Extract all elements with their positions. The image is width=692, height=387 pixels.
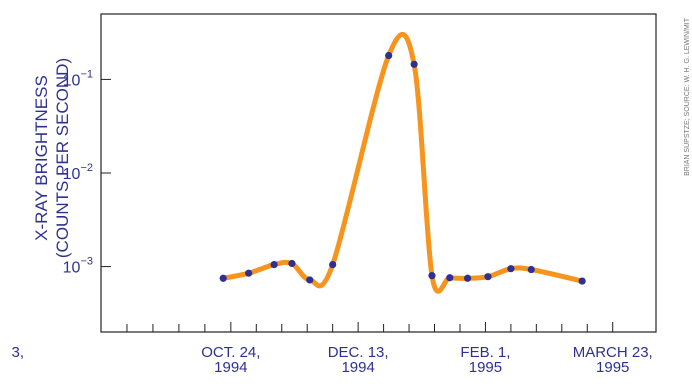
y-tick-label: 10−3 [63, 256, 93, 277]
x-tick-label: DEC. 13, 1994 [328, 344, 389, 376]
y-tick-label: 10−2 [63, 162, 93, 183]
x-tick-label: MARCH 23, 1995 [573, 344, 653, 376]
data-point [410, 60, 418, 68]
data-point [527, 265, 535, 274]
data-point [484, 273, 492, 281]
data-point [329, 261, 337, 269]
data-point [245, 269, 253, 277]
data-point [288, 259, 296, 268]
x-tick-label: OCT. 24, 1994 [201, 344, 260, 376]
data-point [428, 272, 436, 280]
data-point [270, 261, 278, 269]
data-point [446, 274, 454, 282]
photo-credit: BRIAN SUPSTZE; SOURCE: W. H. G. LEWIN/MI… [684, 17, 691, 176]
data-point [507, 265, 515, 273]
y-axis-title: X-RAY BRIGHTNESS (COUNTS PER SECOND) [32, 58, 72, 258]
y-axis-title-line1: X-RAY BRIGHTNESS [32, 75, 51, 241]
y-axis-title-line2: (COUNTS PER SECOND) [53, 58, 72, 258]
data-point [385, 51, 393, 60]
x-axis-tick-labels: 3, OCT. 24, 1994 DEC. 13, 1994 FEB. 1, 1995 MAR… [11, 344, 652, 376]
data-point [578, 277, 586, 285]
x-tick-label: FEB. 1, 1995 [460, 344, 510, 376]
data-point [464, 274, 472, 282]
y-axis-tick-labels: 10−1 10−2 10−3 [63, 68, 93, 276]
plot-frame [100, 13, 657, 333]
series-points [219, 51, 586, 285]
data-point [306, 276, 314, 284]
series-line [220, 31, 585, 294]
x-axis-ticks [126, 322, 614, 332]
x-tick-label: 3, [11, 344, 24, 361]
y-tick-label: 10−1 [63, 68, 93, 89]
y-axis-ticks [101, 78, 111, 268]
data-point [219, 274, 227, 282]
